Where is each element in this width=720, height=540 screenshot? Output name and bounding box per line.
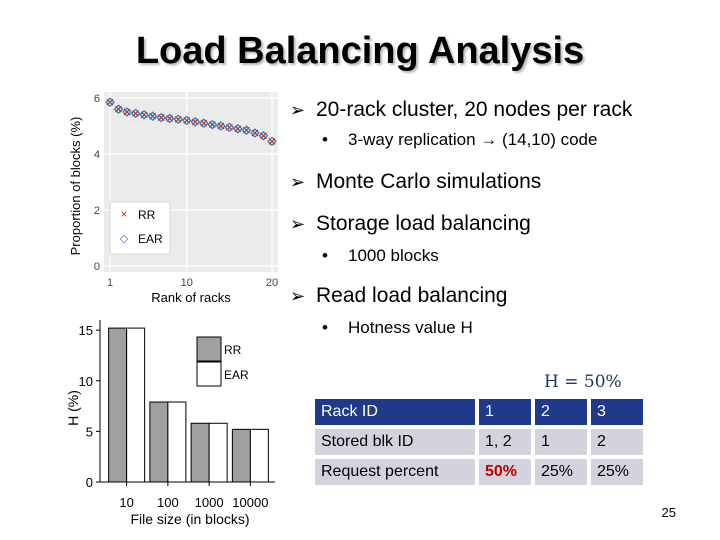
table-cell: 2 bbox=[534, 398, 588, 426]
sub-bullet-text: 1000 blocks bbox=[348, 246, 439, 265]
scatter-legend: × RR ◇ EAR bbox=[109, 201, 171, 255]
y-axis-label: Proportion of blocks (%) bbox=[68, 117, 83, 256]
rr-bar bbox=[190, 422, 210, 483]
y-tick-label: 2 bbox=[94, 205, 100, 217]
ear-point bbox=[181, 115, 192, 126]
x-tick-label: 1000 bbox=[195, 495, 224, 510]
ear-point bbox=[113, 104, 124, 114]
bullet-arrow-icon: ➢ bbox=[290, 172, 306, 192]
table-cell: 25% bbox=[534, 458, 588, 486]
ear-point bbox=[241, 125, 252, 135]
sub-bullet-dot-icon: • bbox=[322, 130, 328, 149]
bullet-arrow-icon: ➢ bbox=[290, 100, 306, 120]
y-tick-label: 4 bbox=[94, 149, 100, 161]
table-row: Rack ID 1 2 3 bbox=[314, 398, 644, 426]
hotness-value: H = 50% bbox=[544, 372, 622, 392]
legend-ear-marker: ◇ bbox=[120, 233, 129, 245]
sub-bullet-text: 3-way replication → (14,10) code bbox=[348, 130, 598, 149]
x-tick-label: 10000 bbox=[232, 495, 268, 510]
table-cell: 1, 2 bbox=[478, 428, 532, 456]
ear-bar bbox=[208, 422, 228, 483]
ear-point bbox=[199, 118, 209, 128]
legend-rr-label: RR bbox=[224, 343, 242, 357]
legend-rr-swatch bbox=[196, 336, 222, 362]
row-label: Stored blk ID bbox=[314, 428, 476, 456]
bullet-text: 20-rack cluster, 20 nodes per rack bbox=[316, 98, 633, 121]
y-tick-label: 5 bbox=[86, 424, 93, 439]
bullet-arrow-icon: ➢ bbox=[290, 286, 306, 306]
ear-point bbox=[207, 119, 218, 130]
ear-point bbox=[156, 112, 166, 123]
ear-point bbox=[164, 113, 175, 124]
y-axis-label: H (%) bbox=[65, 390, 81, 426]
y-tick-label: 6 bbox=[94, 93, 100, 105]
x-axis-label: File size (in blocks) bbox=[130, 511, 249, 527]
bullet-cluster: ➢ 20-rack cluster, 20 nodes per rack bbox=[290, 98, 632, 122]
bullet-read: ➢ Read load balancing bbox=[290, 284, 507, 308]
y-tick-label: 15 bbox=[79, 323, 93, 338]
hotness-bar-chart: 0 5 10 15 10 100 1000 10000 H (%) File size (in… bbox=[65, 320, 275, 527]
sub-bullet-dot-icon: • bbox=[322, 318, 328, 337]
y-tick-label: 0 bbox=[86, 475, 93, 490]
bullet-arrow-icon: ➢ bbox=[290, 214, 306, 234]
x-tick-label: 100 bbox=[157, 495, 179, 510]
table-row: Request percent 50% 25% 25% bbox=[314, 458, 644, 486]
row-label: Request percent bbox=[314, 458, 476, 486]
y-tick-label: 0 bbox=[94, 261, 100, 273]
sub-bullet-hotness: • Hotness value H bbox=[322, 318, 473, 338]
ear-point bbox=[130, 108, 141, 119]
y-tick-label: 10 bbox=[79, 374, 93, 389]
table-cell: 3 bbox=[590, 398, 644, 426]
bullet-monte-carlo: ➢ Monte Carlo simulations bbox=[290, 170, 541, 194]
legend-ear-label: EAR bbox=[224, 368, 249, 382]
x-tick-label: 10 bbox=[119, 495, 133, 510]
ear-point bbox=[147, 111, 158, 121]
table-cell: 2 bbox=[590, 428, 644, 456]
table-row: Stored blk ID 1, 2 1 2 bbox=[314, 428, 644, 456]
ear-point bbox=[190, 117, 201, 127]
ear-point bbox=[233, 124, 243, 134]
rr-bar bbox=[149, 401, 169, 483]
legend-ear-label: EAR bbox=[138, 232, 163, 246]
table-cell: 25% bbox=[590, 458, 644, 486]
x-tick-label: 10 bbox=[181, 277, 193, 289]
ear-point bbox=[250, 128, 260, 138]
ear-point bbox=[216, 121, 226, 131]
sub-bullet-blocks: • 1000 blocks bbox=[322, 246, 439, 266]
sub-bullet-text: Hotness value H bbox=[348, 318, 473, 337]
legend-rr-label: RR bbox=[138, 208, 156, 222]
slide-title: Load Balancing Analysis bbox=[135, 30, 585, 72]
x-tick-label: 20 bbox=[266, 277, 278, 289]
ear-point bbox=[173, 114, 183, 125]
sub-bullet-replication: • 3-way replication → (14,10) code bbox=[322, 130, 597, 150]
bullet-text: Read load balancing bbox=[316, 284, 508, 307]
row-label: Rack ID bbox=[314, 398, 476, 426]
rr-bar bbox=[231, 428, 251, 483]
rr-bar bbox=[108, 327, 128, 483]
ear-point bbox=[224, 122, 235, 133]
ear-point bbox=[122, 107, 132, 117]
table-cell: 1 bbox=[478, 398, 532, 426]
table-cell: 50% bbox=[478, 458, 532, 486]
legend-ear-swatch bbox=[196, 361, 222, 387]
legend-rr-marker: × bbox=[120, 207, 127, 221]
bullet-text: Storage load balancing bbox=[316, 212, 531, 235]
bullet-storage: ➢ Storage load balancing bbox=[290, 212, 531, 236]
ear-bar bbox=[249, 428, 269, 483]
page-number: 25 bbox=[661, 505, 676, 520]
x-tick-label: 1 bbox=[107, 277, 113, 289]
ear-point bbox=[105, 97, 115, 107]
ear-point bbox=[258, 131, 269, 141]
sub-bullet-dot-icon: • bbox=[322, 246, 328, 265]
bullet-text: Monte Carlo simulations bbox=[316, 170, 542, 193]
x-axis-label: Rank of racks bbox=[151, 290, 231, 305]
rack-proportion-chart: 0 2 4 6 1 10 20 Proportion of blocks (%) Rank … bbox=[68, 92, 278, 305]
table-cell: 1 bbox=[534, 428, 588, 456]
ear-point bbox=[139, 110, 149, 120]
ear-point bbox=[267, 136, 277, 147]
bar-legend: RR EAR bbox=[196, 336, 249, 387]
ear-bar bbox=[167, 401, 187, 483]
rack-table: Rack ID 1 2 3 Stored blk ID 1, 2 1 2 Req… bbox=[312, 396, 646, 488]
ear-bar bbox=[126, 327, 146, 483]
